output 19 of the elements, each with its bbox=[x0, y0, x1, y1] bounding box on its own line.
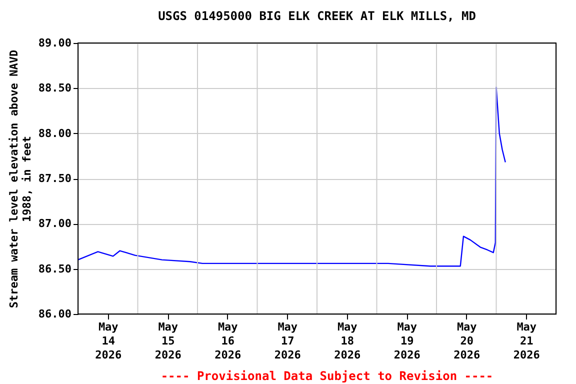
x-tick-label: May 19 2026 bbox=[394, 320, 421, 362]
y-tick-label: 88.00 bbox=[38, 126, 72, 140]
x-tick-label: May 18 2026 bbox=[334, 320, 361, 362]
text: ---- Provisional Data Subject to Revision ---- bbox=[160, 369, 494, 383]
y-tick-label: 86.00 bbox=[38, 308, 72, 320]
x-tick-label: May 16 2026 bbox=[214, 320, 242, 362]
y-tick-label: 87.00 bbox=[38, 217, 72, 230]
y-tick-label: 86.50 bbox=[38, 262, 72, 276]
x-tick-label: May 17 2026 bbox=[274, 320, 302, 362]
x-tick-label: May 14 2026 bbox=[95, 320, 122, 362]
chart-title: USGS 01495000 BIG ELK CREEK AT ELK MILLS, MD bbox=[158, 9, 476, 23]
y-axis-title: Stream water level elevation above NAVD 1988, in feet bbox=[7, 49, 34, 308]
y-tick-label: 88.50 bbox=[38, 82, 72, 95]
y-tick-label: 89.00 bbox=[38, 36, 72, 50]
line-series bbox=[78, 86, 506, 267]
x-tick-label: May 15 2026 bbox=[154, 320, 182, 362]
x-tick-label: May 21 2026 bbox=[513, 320, 540, 362]
y-tick-label: 87.50 bbox=[38, 172, 72, 185]
x-tick-label: May 20 2026 bbox=[454, 320, 480, 362]
